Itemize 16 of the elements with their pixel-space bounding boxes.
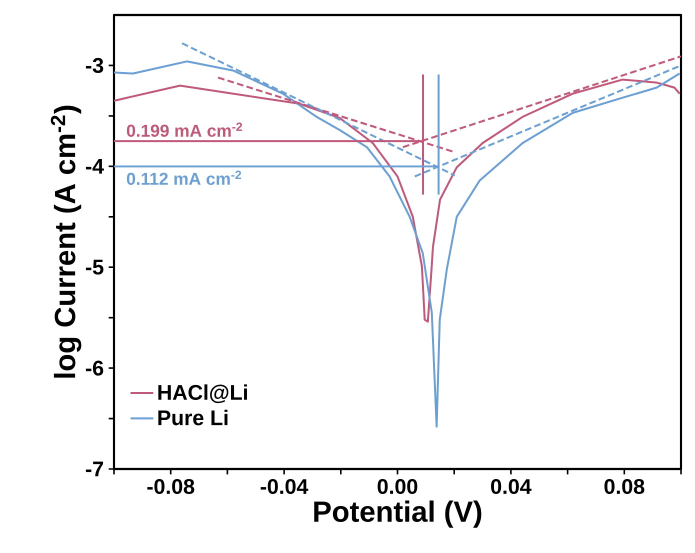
x-tick-label: 0.00 <box>378 479 418 494</box>
x-tick-label: -0.08 <box>147 479 194 494</box>
x-tick-label: 0.08 <box>604 479 644 494</box>
x-tick-label: 0.04 <box>491 479 532 494</box>
legend-label: HACl@Li <box>158 384 247 404</box>
x-tick-label: -0.04 <box>260 479 308 494</box>
y-tick-label: -4 <box>86 159 104 174</box>
annotation: 0.112 mA cm$^{-2}$ <box>126 170 242 185</box>
annotation: 0.199 mA cm$^{-2}$ <box>126 122 242 137</box>
y-axis-title: log Current (A cm$^{-2}$) <box>50 106 82 378</box>
y-tick-label: -5 <box>86 260 104 275</box>
y-tick-label: -6 <box>86 360 104 376</box>
legend-label: Pure Li <box>158 410 228 426</box>
x-axis-title: Potential (V) <box>314 500 482 528</box>
y-tick-label: -7 <box>86 462 104 476</box>
y-tick-label: -3 <box>86 58 104 73</box>
